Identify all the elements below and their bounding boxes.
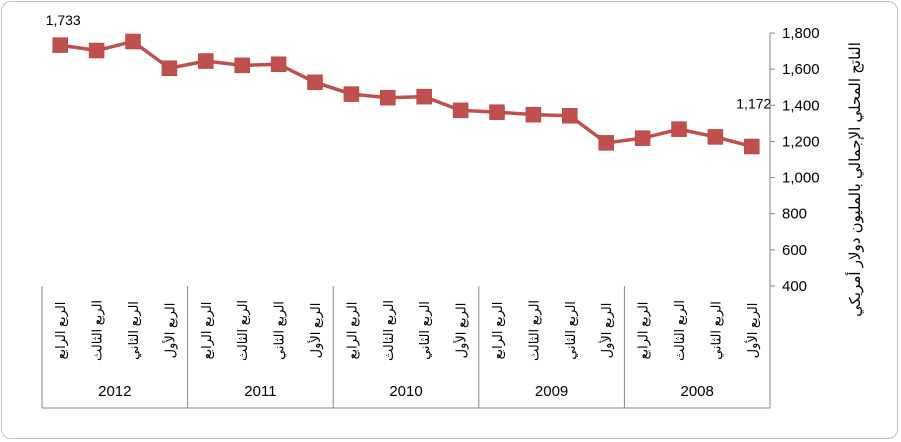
y-tick-label: 1,600 — [782, 61, 820, 78]
data-point-marker — [489, 104, 505, 120]
year-label: 2011 — [244, 383, 276, 400]
quarter-label: الربع الثاني — [272, 301, 288, 360]
quarter-label: الربع الثالث — [672, 300, 688, 361]
quarter-label: الربع الرابع — [53, 302, 69, 360]
data-label: 1,172 — [736, 95, 771, 111]
data-point-marker — [671, 121, 687, 137]
data-point-marker — [161, 60, 178, 76]
data-point-marker — [52, 37, 68, 53]
quarter-label: الربع الأول — [598, 303, 615, 359]
quarter-label: الربع الثاني — [126, 301, 142, 360]
data-point-marker — [380, 89, 396, 106]
quarter-label: الربع الثاني — [708, 301, 724, 360]
quarter-label: الربع الرابع — [636, 302, 652, 360]
quarter-label: الربع الثالث — [235, 300, 251, 361]
quarter-label: الربع الأول — [307, 303, 324, 359]
data-point-marker — [307, 74, 323, 91]
data-point-marker — [598, 135, 614, 151]
data-point-marker — [707, 129, 724, 145]
data-label: 1,733 — [46, 12, 81, 28]
year-label: 2012 — [98, 383, 131, 400]
quarter-label: الربع الثالث — [90, 300, 106, 361]
quarter-label: الربع الرابع — [344, 302, 360, 360]
y-tick-label: 1,400 — [782, 97, 820, 114]
year-label: 2010 — [389, 383, 422, 400]
quarter-label: الربع الثاني — [563, 301, 579, 360]
quarter-label: الربع الثالث — [526, 300, 542, 361]
data-point-marker — [525, 106, 542, 123]
y-tick-label: 600 — [782, 242, 807, 259]
data-point-marker — [234, 57, 250, 74]
y-tick-label: 1,200 — [782, 133, 820, 150]
y-tick-label: 1,800 — [782, 25, 820, 42]
data-point-marker — [125, 33, 141, 50]
y-tick-label: 800 — [782, 206, 807, 223]
data-point-marker — [416, 88, 432, 105]
data-point-marker — [88, 42, 105, 59]
data-point-marker — [198, 53, 214, 69]
data-point-marker — [270, 56, 287, 73]
data-point-marker — [744, 138, 760, 155]
data-point-marker — [634, 130, 651, 146]
quarter-label: الربع الأول — [453, 303, 470, 359]
quarter-label: الربع الثالث — [381, 300, 397, 361]
year-label: 2009 — [535, 383, 568, 400]
y-axis-title: الناتج المحلي الإجمالي بالمليون دولار أم… — [845, 42, 865, 317]
y-tick-label: 1,000 — [782, 170, 820, 187]
y-tick-label: 400 — [782, 278, 807, 295]
data-point-marker — [562, 108, 578, 124]
quarter-label: الربع الأول — [744, 303, 761, 359]
data-point-marker — [343, 86, 360, 102]
quarter-label: الربع الأول — [161, 303, 178, 359]
year-label: 2008 — [681, 383, 714, 400]
quarter-label: الربع الرابع — [199, 302, 215, 360]
data-point-marker — [452, 102, 469, 119]
quarter-label: الربع الثاني — [417, 301, 433, 360]
quarter-label: الربع الرابع — [490, 302, 506, 360]
